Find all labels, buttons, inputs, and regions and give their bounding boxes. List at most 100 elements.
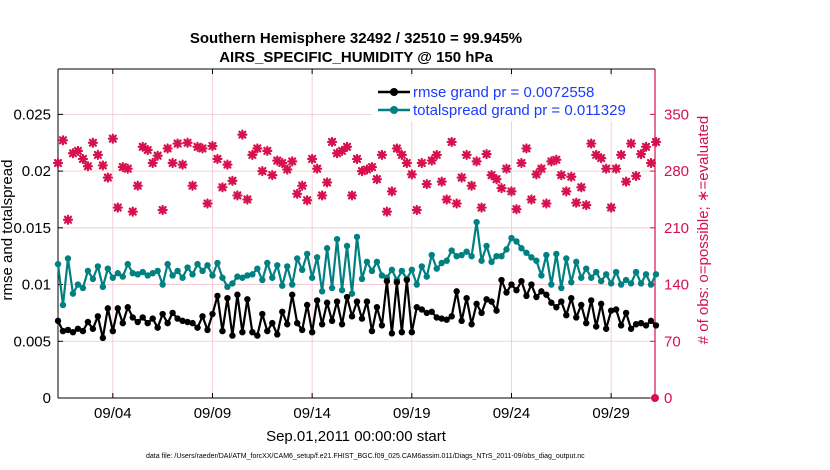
spread-point xyxy=(368,267,376,275)
obs-evaluated-marker xyxy=(207,140,218,152)
y-right-tick-label: 70 xyxy=(664,333,681,350)
rmse-point xyxy=(453,288,460,295)
rmse-point xyxy=(239,329,246,336)
spread-point xyxy=(583,265,590,272)
spread-point xyxy=(279,282,286,289)
rmse-point xyxy=(418,306,425,313)
spread-point xyxy=(89,275,97,283)
spread-point xyxy=(303,250,311,258)
spread-point xyxy=(518,245,525,252)
obs-evaluated-marker xyxy=(351,153,363,165)
rmse-point xyxy=(592,323,600,330)
obs-evaluated-marker xyxy=(326,136,338,148)
obs-evaluated-marker xyxy=(625,138,637,149)
spread-point xyxy=(568,279,575,286)
obs-evaluated-marker xyxy=(546,156,557,167)
spread-point xyxy=(622,276,630,284)
legend-box xyxy=(372,77,650,121)
obs-evaluated-marker xyxy=(302,195,313,206)
rmse-point xyxy=(597,300,605,308)
rmse-point xyxy=(74,325,82,332)
obs-evaluated-marker xyxy=(566,171,577,182)
spread-point xyxy=(353,233,361,241)
obs-evaluated-marker xyxy=(217,182,228,193)
rmse-point xyxy=(588,297,595,304)
spread-point xyxy=(179,274,186,281)
spread-point xyxy=(523,249,530,256)
obs-evaluated-marker xyxy=(341,141,353,152)
obs-evaluated-marker xyxy=(212,153,223,165)
obs-evaluated-marker xyxy=(511,204,522,215)
legend: rmse grand pr = 0.0072558 totalspread gr… xyxy=(372,77,650,121)
spread-point xyxy=(229,280,236,287)
rmse-point xyxy=(328,317,336,325)
obs-evaluated-marker xyxy=(536,163,547,174)
obs-evaluated-marker xyxy=(421,178,432,190)
spread-point xyxy=(298,266,306,274)
spread-point xyxy=(398,267,406,275)
rmse-point xyxy=(622,309,630,317)
spread-point xyxy=(184,264,191,271)
rmse-point xyxy=(54,317,62,325)
rmse-point xyxy=(129,314,136,321)
obs-evaluated-marker xyxy=(132,180,143,191)
obs-evaluated-marker xyxy=(645,157,657,169)
obs-evaluated-marker xyxy=(247,149,258,160)
obs-evaluated-marker xyxy=(596,153,607,164)
rmse-point xyxy=(259,310,266,318)
obs-evaluated-marker xyxy=(122,163,133,174)
spread-point xyxy=(617,281,625,288)
obs-evaluated-marker xyxy=(97,160,108,171)
y-left-tick-label: 0 xyxy=(43,390,51,407)
rmse-point xyxy=(398,329,406,336)
obs-evaluated-marker xyxy=(277,157,288,169)
spread-point xyxy=(174,267,181,275)
spread-point xyxy=(428,251,435,259)
obs-evaluated-marker xyxy=(102,172,113,183)
obs-evaluated-marker xyxy=(117,161,128,173)
spread-point xyxy=(164,260,171,268)
rmse-point xyxy=(338,321,346,328)
rmse-point xyxy=(548,299,555,306)
rmse-point xyxy=(503,289,510,296)
obs-evaluated-marker xyxy=(62,214,74,225)
spread-point xyxy=(104,265,112,272)
rmse-point xyxy=(79,327,87,335)
rmse-point xyxy=(104,305,112,312)
rmse-point xyxy=(543,291,550,298)
spread-point xyxy=(194,260,201,268)
y-right-tick-label: 280 xyxy=(664,163,689,180)
x-tick-label: 09/09 xyxy=(194,405,232,422)
rmse-point xyxy=(184,318,191,326)
obs-evaluated-marker xyxy=(481,148,492,160)
spread-point xyxy=(323,245,331,252)
spread-point xyxy=(269,274,276,281)
rmse-point xyxy=(642,322,650,329)
obs-evaluated-marker xyxy=(541,198,552,209)
obs-evaluated-marker xyxy=(267,170,278,181)
spread-point xyxy=(498,252,505,260)
obs-evaluated-marker xyxy=(152,150,163,161)
rmse-point xyxy=(124,304,131,311)
rmse-point xyxy=(523,292,530,300)
rmse-point xyxy=(607,307,615,314)
spread-point xyxy=(234,273,241,280)
spread-point xyxy=(214,259,221,267)
spread-point xyxy=(612,268,620,276)
rmse-point xyxy=(443,316,450,323)
spread-point xyxy=(358,275,366,283)
rmse-point xyxy=(94,313,102,320)
rmse-point xyxy=(308,329,316,336)
spread-point xyxy=(453,252,460,260)
spread-point xyxy=(478,257,485,264)
spread-point xyxy=(134,271,141,278)
rmse-point xyxy=(468,321,475,328)
obs-evaluated-marker xyxy=(640,141,652,152)
spread-point xyxy=(274,262,281,269)
spread-point xyxy=(642,271,650,278)
obs-evaluated-marker xyxy=(411,204,422,216)
rmse-point xyxy=(84,318,92,326)
rmse-point xyxy=(159,310,166,318)
rmse-point xyxy=(254,332,261,339)
spread-point xyxy=(448,247,455,254)
